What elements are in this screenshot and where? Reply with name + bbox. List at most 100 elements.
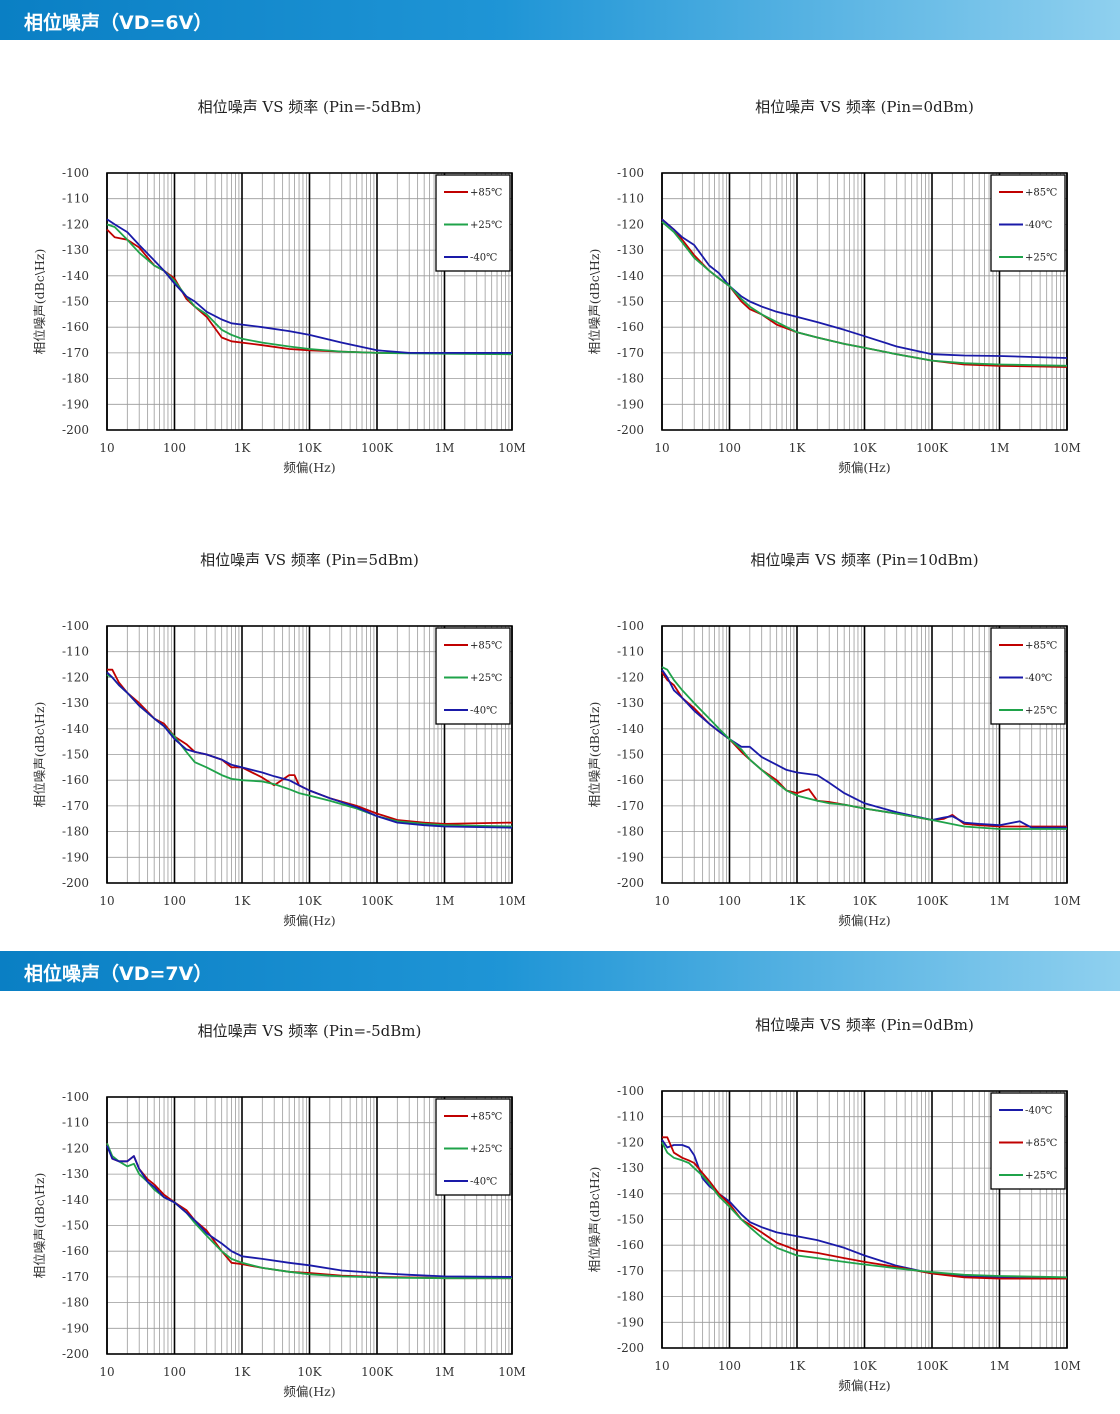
y-tick-label: -200 [617,1341,644,1355]
y-tick-label: -180 [617,1290,644,1304]
phase-noise-chart: 相位噪声 VS 频率 (Pin=10dBm) -100 -110 -120 -130 -1… [587,551,1081,928]
x-tick-label: 1M [990,1359,1010,1373]
y-tick-label: -190 [617,850,644,864]
y-tick-label: -190 [617,397,644,411]
legend-entry: -40℃ [470,1177,497,1188]
x-tick-label: 10K [852,441,877,455]
y-tick-label: -100 [62,166,89,180]
y-axis-label: 相位噪声(dBc\Hz) [32,249,47,355]
y-tick-label: -200 [62,1347,89,1361]
section-banner-vd6: 相位噪声（VD=6V） [0,0,1120,40]
x-tick-label: 10K [852,894,877,908]
x-tick-label: 100 [718,441,741,455]
legend-entry: +85℃ [1025,1138,1057,1149]
legend-entry: +25℃ [1025,706,1057,717]
x-tick-label: 10 [99,441,114,455]
chart-title: 相位噪声 VS 频率 (Pin=0dBm) [755,98,974,116]
y-tick-label: -120 [617,1135,644,1149]
y-tick-label: -170 [617,346,644,360]
x-axis-label: 频偏(Hz) [283,1384,335,1399]
legend-entry: +25℃ [470,673,502,684]
series-line [106,671,513,829]
phase-noise-chart: 相位噪声 VS 频率 (Pin=-5dBm) -100 -110 -120 -130 -1… [32,1022,526,1399]
y-tick-label: -200 [617,423,644,437]
y-tick-label: -160 [62,1244,89,1258]
x-tick-label: 10 [654,441,669,455]
x-tick-label: 1M [435,441,455,455]
chart-title: 相位噪声 VS 频率 (Pin=5dBm) [200,551,419,569]
x-tick-label: 10 [99,1365,114,1379]
legend-entry: -40℃ [1025,673,1052,684]
legend-entry: +25℃ [1025,1171,1057,1182]
x-tick-label: 10M [498,894,526,908]
y-tick-label: -200 [62,876,89,890]
y-tick-label: -120 [617,217,644,231]
legend-entry: +25℃ [1025,253,1057,264]
legend-entry: +85℃ [470,1112,502,1123]
x-tick-label: 100K [361,1365,394,1379]
y-tick-label: -120 [617,670,644,684]
y-tick-label: -160 [617,320,644,334]
x-tick-label: 100 [163,1365,186,1379]
x-tick-label: 10K [297,1365,322,1379]
y-tick-label: -140 [62,722,89,736]
x-tick-label: 1M [990,894,1010,908]
y-tick-label: -100 [617,1084,644,1098]
x-tick-label: 10M [1053,894,1081,908]
legend-entry: -40℃ [1025,220,1052,231]
x-tick-label: 1K [234,1365,252,1379]
series-line [106,218,512,354]
x-tick-label: 10K [852,1359,877,1373]
chart-title: 相位噪声 VS 频率 (Pin=0dBm) [755,1016,974,1034]
y-tick-label: -130 [62,1167,89,1181]
y-tick-label: -130 [617,1161,644,1175]
y-tick-label: -140 [617,722,644,736]
y-tick-label: -160 [617,1238,644,1252]
y-tick-label: -140 [617,1187,644,1201]
y-tick-label: -150 [62,748,89,762]
x-tick-label: 100 [718,894,741,908]
y-axis-label: 相位噪声(dBc\Hz) [587,249,602,355]
y-tick-label: -100 [617,619,644,633]
y-tick-label: -180 [62,1296,89,1310]
phase-noise-chart: 相位噪声 VS 频率 (Pin=5dBm) -100 -110 -120 -130 -14… [32,551,526,928]
x-tick-label: 100 [163,441,186,455]
y-tick-label: -110 [62,645,89,659]
x-tick-label: 1M [435,894,455,908]
y-tick-label: -170 [617,799,644,813]
x-tick-label: 100K [916,441,949,455]
series-line [661,221,1068,367]
section-title: 相位噪声（VD=6V） [24,12,213,34]
legend-entry: +85℃ [470,641,502,652]
plot-border [661,625,1068,884]
legend-entry: +25℃ [470,1144,502,1155]
series-line [661,1141,1068,1279]
series-line [106,223,513,356]
series-line [661,669,1067,829]
x-axis-label: 频偏(Hz) [838,913,890,928]
y-axis-label: 相位噪声(dBc\Hz) [587,702,602,808]
phase-noise-chart: 相位噪声 VS 频率 (Pin=0dBm) -100 -110 -120 -130 -14… [587,98,1081,475]
x-tick-label: 1M [990,441,1010,455]
legend-entry: -40℃ [470,706,497,717]
y-tick-label: -150 [617,295,644,309]
plot-border [106,1096,513,1355]
legend-entry: +85℃ [1025,641,1057,652]
x-tick-label: 100K [916,894,949,908]
x-tick-label: 10M [498,441,526,455]
x-tick-label: 10 [99,894,114,908]
legend-entry: +85℃ [470,188,502,199]
legend-entry: +25℃ [470,220,502,231]
section-title: 相位噪声（VD=7V） [24,963,213,985]
legend-entry: -40℃ [470,253,497,264]
x-tick-label: 100 [718,1359,741,1373]
x-axis-label: 频偏(Hz) [838,1378,890,1393]
x-tick-label: 1K [789,894,807,908]
x-axis-label: 频偏(Hz) [838,460,890,475]
y-axis-label: 相位噪声(dBc\Hz) [32,702,47,808]
y-tick-label: -110 [62,1116,89,1130]
y-tick-label: -190 [617,1315,644,1329]
y-tick-label: -110 [617,1110,644,1124]
series-line [106,1142,512,1280]
x-tick-label: 1K [789,1359,807,1373]
